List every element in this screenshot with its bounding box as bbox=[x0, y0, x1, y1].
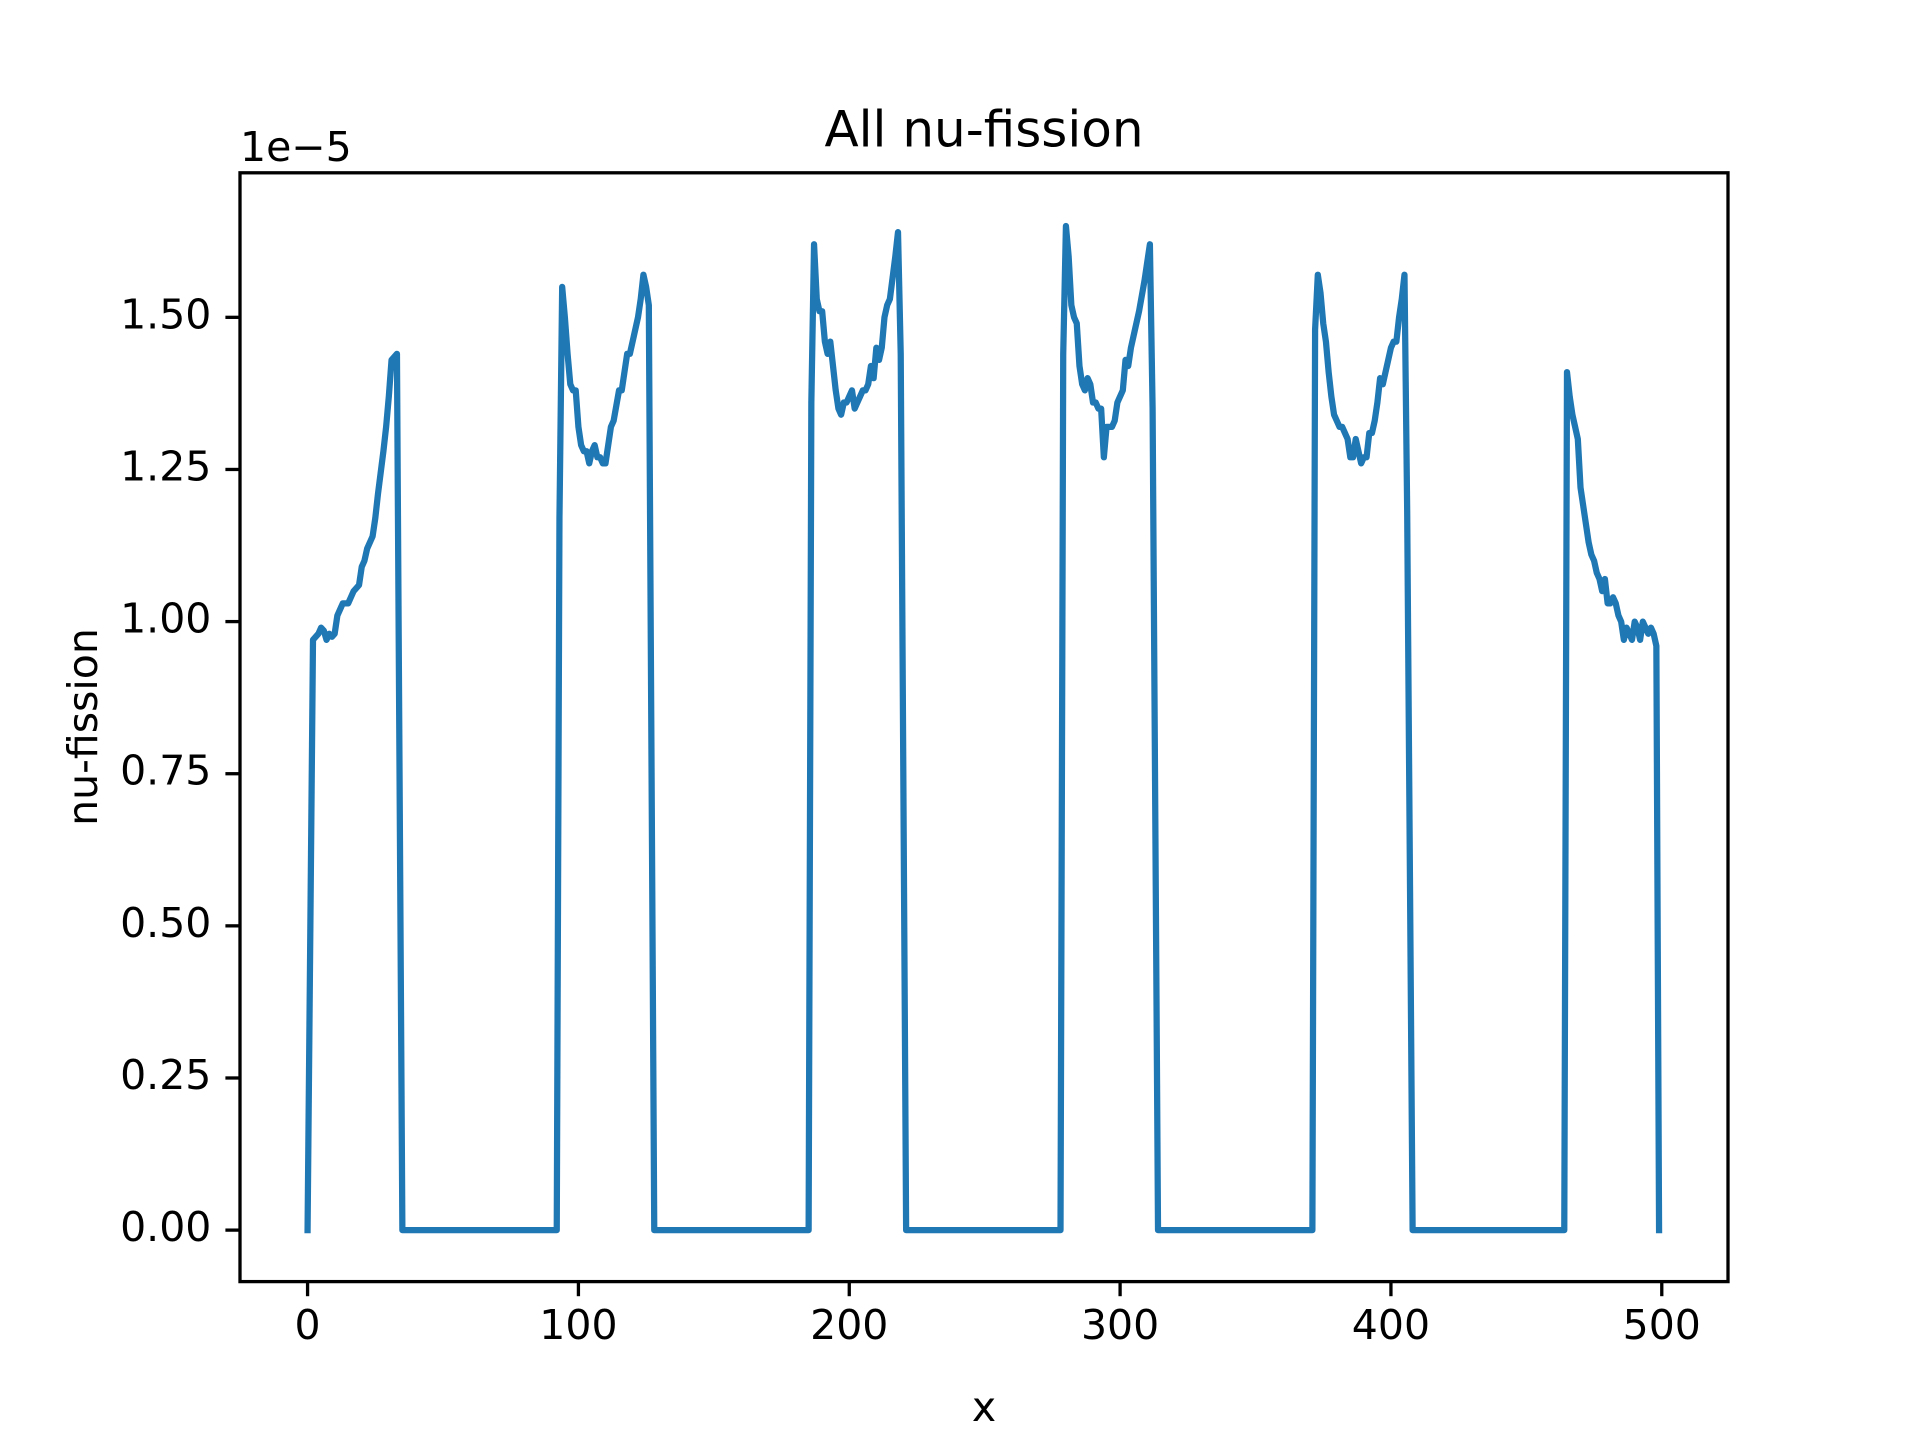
y-axis-label: nu-fission bbox=[59, 628, 107, 826]
x-tick-label: 100 bbox=[539, 1301, 617, 1349]
y-tick-label: 1.50 bbox=[120, 290, 211, 338]
y-tick-label: 0.50 bbox=[120, 899, 211, 947]
y-offset-text: 1e−5 bbox=[240, 123, 352, 171]
axes-frame bbox=[238, 171, 1730, 1284]
x-axis-label: x bbox=[972, 1383, 996, 1431]
y-tick-label: 0.25 bbox=[120, 1051, 211, 1099]
data-line bbox=[304, 222, 1663, 1234]
x-tick-label: 500 bbox=[1623, 1301, 1701, 1349]
x-tick-label: 400 bbox=[1352, 1301, 1430, 1349]
x-tick-label: 300 bbox=[1081, 1301, 1159, 1349]
x-tick-label: 0 bbox=[295, 1301, 321, 1349]
y-tick-label: 1.00 bbox=[120, 595, 211, 643]
y-tick-label: 0.75 bbox=[120, 747, 211, 795]
chart-title: All nu-fission bbox=[824, 101, 1143, 159]
x-tick-label: 200 bbox=[810, 1301, 888, 1349]
y-tick-label: 0.00 bbox=[120, 1203, 211, 1251]
y-tick-label: 1.25 bbox=[120, 442, 211, 490]
